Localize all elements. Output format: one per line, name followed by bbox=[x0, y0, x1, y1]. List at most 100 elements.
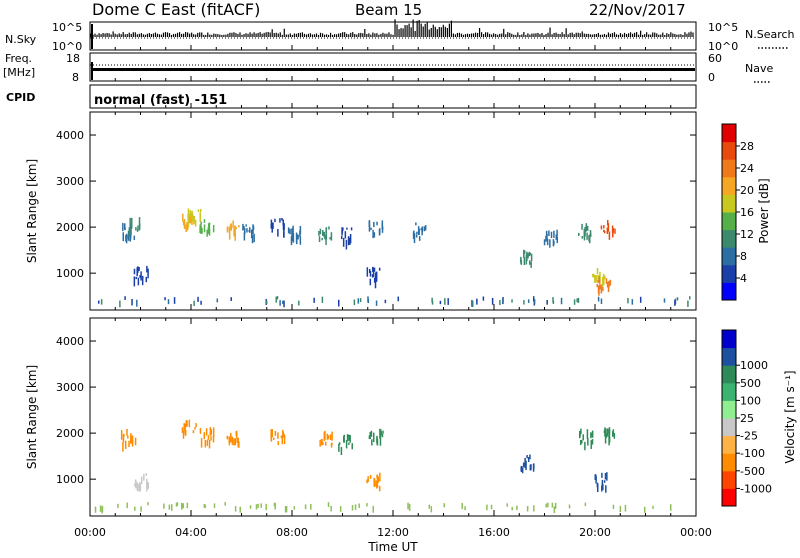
scatter-cell bbox=[554, 502, 557, 509]
echo-patch bbox=[368, 220, 384, 239]
echo-cell bbox=[604, 275, 606, 280]
scatter-cell bbox=[533, 299, 536, 304]
scatter-cell bbox=[407, 502, 409, 510]
scatter-cell bbox=[491, 298, 494, 305]
colorbar-segment bbox=[722, 347, 736, 366]
echo-cell bbox=[608, 280, 610, 288]
echo-cell bbox=[343, 435, 345, 443]
echo-cell bbox=[250, 230, 253, 239]
echo-cell bbox=[185, 224, 187, 233]
echo-cell bbox=[606, 472, 608, 481]
echo-cell bbox=[249, 227, 251, 233]
scatter-cell bbox=[260, 503, 262, 508]
echo-patch bbox=[199, 427, 215, 449]
echo-cell bbox=[344, 231, 347, 239]
echo-cell bbox=[607, 223, 610, 231]
scatter-cell bbox=[330, 505, 332, 512]
echo-cell bbox=[340, 446, 343, 456]
echo-cell bbox=[347, 236, 350, 246]
colorbar-tick-label: -1000 bbox=[740, 482, 772, 495]
echo-cell bbox=[608, 231, 611, 240]
scatter-cell bbox=[663, 298, 666, 303]
colorbar-tick-label: 500 bbox=[740, 377, 761, 390]
echo-cell bbox=[182, 213, 184, 222]
echo-cell bbox=[601, 472, 603, 478]
scatter-cell bbox=[140, 506, 142, 512]
echo-cell bbox=[614, 228, 616, 234]
echo-cell bbox=[297, 234, 299, 240]
echo-cell bbox=[580, 428, 582, 434]
cpid-strip-frame bbox=[89, 84, 697, 109]
echo-cell bbox=[546, 238, 549, 246]
echo-cell bbox=[532, 463, 535, 472]
echo-cell bbox=[270, 219, 273, 228]
echo-cell bbox=[612, 229, 614, 238]
scatter-cell bbox=[533, 505, 535, 512]
echo-patch bbox=[134, 473, 149, 492]
echo-cell bbox=[550, 231, 553, 239]
echo-cell bbox=[599, 271, 601, 281]
echo-cell bbox=[543, 239, 546, 246]
echo-cell bbox=[230, 435, 232, 443]
ground-scatter-row bbox=[94, 502, 672, 514]
echo-cell bbox=[381, 223, 384, 230]
echo-cell bbox=[421, 230, 423, 236]
scatter-cell bbox=[285, 505, 288, 513]
echo-cell bbox=[129, 223, 132, 231]
echo-cell bbox=[137, 225, 139, 231]
echo-cell bbox=[553, 240, 555, 246]
echo-cell bbox=[591, 433, 593, 437]
echo-cell bbox=[553, 230, 555, 238]
scatter-cell bbox=[482, 296, 485, 301]
echo-cell bbox=[338, 442, 341, 445]
echo-cell bbox=[373, 232, 376, 238]
echo-cell bbox=[596, 283, 599, 288]
echo-cell bbox=[318, 230, 320, 236]
echo-cell bbox=[329, 237, 331, 240]
echo-cell bbox=[520, 260, 523, 265]
echo-cell bbox=[368, 224, 371, 232]
scatter-cell bbox=[353, 299, 356, 306]
scatter-cell bbox=[180, 502, 183, 510]
scatter-cell bbox=[464, 506, 466, 511]
echo-cell bbox=[251, 235, 254, 244]
echo-cell bbox=[521, 465, 523, 472]
echo-cell bbox=[368, 268, 371, 274]
echo-cell bbox=[373, 277, 376, 283]
echo-cell bbox=[125, 234, 127, 242]
echo-patch bbox=[187, 208, 202, 228]
echo-cell bbox=[586, 429, 589, 440]
echo-cell bbox=[136, 482, 139, 491]
echo-cell bbox=[581, 236, 584, 239]
scatter-cell bbox=[689, 296, 691, 300]
x-tick-label: 16:00 bbox=[478, 526, 510, 539]
echo-cell bbox=[582, 434, 584, 441]
echo-cell bbox=[412, 231, 415, 239]
scatter-cell bbox=[576, 298, 578, 303]
echo-cell bbox=[122, 434, 125, 443]
echo-cell bbox=[556, 229, 558, 237]
colorbar-tick-label: -500 bbox=[740, 465, 765, 478]
scatter-cell bbox=[476, 298, 478, 305]
echo-cell bbox=[606, 227, 609, 234]
echo-cell bbox=[528, 251, 531, 257]
echo-cell bbox=[605, 278, 608, 284]
echo-cell bbox=[234, 438, 237, 446]
echo-cell bbox=[603, 231, 606, 234]
echo-cell bbox=[134, 479, 137, 487]
echo-patch bbox=[596, 276, 612, 296]
scatter-cell bbox=[167, 299, 170, 305]
scatter-cell bbox=[186, 502, 189, 509]
echo-cell bbox=[330, 442, 333, 448]
echo-cell bbox=[578, 232, 580, 237]
freq-bottom-tick: 8 bbox=[72, 71, 79, 84]
echo-cell bbox=[324, 430, 326, 440]
echo-cell bbox=[379, 428, 381, 439]
colorbar-segment bbox=[722, 159, 736, 178]
echo-cell bbox=[380, 429, 382, 435]
echo-cell bbox=[548, 230, 550, 236]
echo-cell bbox=[135, 276, 137, 280]
scatter-cell bbox=[547, 502, 549, 508]
echo-cell bbox=[367, 476, 369, 483]
